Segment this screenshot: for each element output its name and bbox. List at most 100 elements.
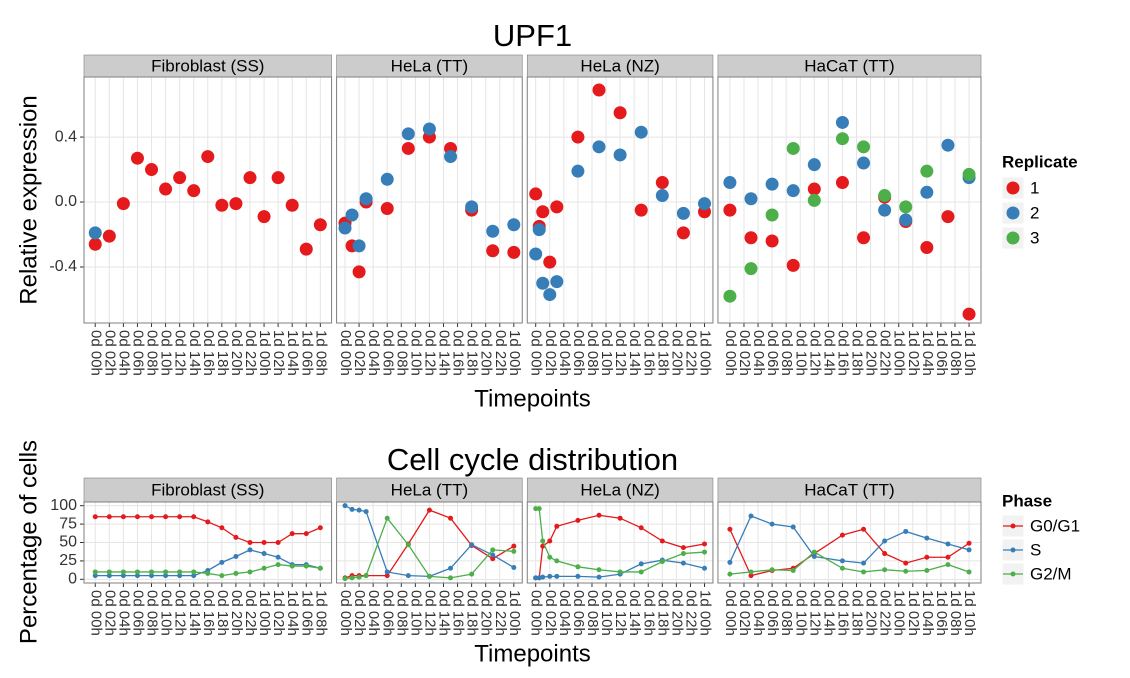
x-tick-label: 0d 18h — [849, 590, 866, 636]
strip-label: HeLa (NZ) — [580, 56, 659, 75]
data-point — [878, 189, 892, 203]
data-point — [903, 528, 909, 534]
data-point — [275, 540, 281, 545]
x-tick-label: 0d 02h — [736, 330, 753, 376]
x-tick-label: 0d 18h — [464, 330, 481, 376]
data-point — [275, 562, 281, 568]
x-tick-label: 0d 06h — [570, 590, 587, 636]
x-tick-label: 0d 12h — [172, 330, 189, 376]
data-point — [941, 138, 955, 152]
strip-label: HeLa (NZ) — [580, 480, 659, 499]
data-point — [426, 573, 432, 579]
data-point — [536, 205, 550, 219]
data-point — [748, 569, 754, 575]
data-point — [511, 543, 517, 549]
series-line — [729, 551, 970, 575]
chart-title: UPF1 — [493, 18, 572, 53]
panel-border — [83, 501, 333, 584]
x-tick-label: 0d 10h — [407, 590, 424, 636]
x-tick-label: 0d 04h — [365, 590, 382, 636]
x-tick-label: 0d 06h — [129, 590, 146, 636]
x-tick-label: 0d 00h — [528, 330, 545, 376]
x-tick-label: 0d 12h — [612, 590, 629, 636]
data-point — [345, 208, 359, 222]
data-point — [748, 573, 754, 579]
y-tick-label: 0.0 — [55, 193, 77, 210]
data-point — [655, 189, 669, 203]
x-tick-label: 0d 20h — [478, 590, 495, 636]
data-point — [303, 563, 309, 569]
data-point — [149, 569, 155, 575]
x-tick-label: 1d 06h — [933, 330, 950, 376]
data-point — [786, 258, 800, 272]
x-tick-label: 0d 12h — [421, 590, 438, 636]
data-point — [191, 514, 197, 520]
data-point — [338, 221, 352, 235]
data-point — [215, 198, 229, 212]
data-point — [680, 545, 686, 551]
data-point — [349, 575, 355, 581]
x-tick-label: 0d 16h — [450, 590, 467, 636]
x-tick-label: 1d 00h — [256, 590, 273, 636]
x-tick-label: 1d 10h — [961, 330, 978, 376]
x-tick-label: 0d 06h — [129, 330, 146, 376]
data-point — [680, 560, 686, 566]
legend-title: Phase — [1002, 491, 1052, 510]
data-point — [448, 565, 454, 571]
panel-border — [336, 501, 523, 584]
x-tick-label: 1d 06h — [298, 330, 315, 376]
x-tick-label: 0d 22h — [242, 590, 259, 636]
data-point — [219, 559, 225, 565]
data-point — [401, 141, 415, 155]
data-point — [275, 554, 281, 560]
data-point — [966, 540, 972, 546]
data-point — [490, 552, 496, 558]
y-tick-label: 50 — [59, 534, 77, 551]
x-tick-label: 0d 20h — [228, 590, 245, 636]
data-point — [92, 573, 98, 579]
x-tick-label: 1d 00h — [697, 330, 714, 376]
data-point — [92, 514, 98, 520]
y-tick-label: 0 — [68, 571, 77, 588]
data-point — [727, 526, 733, 532]
x-tick-label: 1d 00h — [506, 330, 523, 376]
data-point — [356, 574, 362, 580]
data-point — [575, 517, 581, 523]
data-point — [920, 240, 934, 254]
x-tick-label: 0d 02h — [542, 590, 559, 636]
data-point — [807, 193, 821, 207]
x-tick-label: 0d 08h — [393, 590, 410, 636]
data-point — [769, 567, 775, 573]
data-point — [444, 150, 458, 164]
x-tick-label: 1d 02h — [905, 590, 922, 636]
data-point — [120, 569, 126, 575]
data-point — [659, 538, 665, 544]
data-point — [511, 565, 517, 571]
data-point — [861, 560, 867, 566]
data-point — [596, 512, 602, 518]
x-tick-label: 0d 00h — [87, 590, 104, 636]
data-point — [163, 573, 169, 579]
data-point — [363, 509, 369, 515]
data-point — [839, 558, 845, 564]
data-point — [638, 569, 644, 575]
x-tick-label: 0d 20h — [863, 590, 880, 636]
data-point — [723, 203, 737, 217]
data-point — [962, 167, 976, 181]
data-point — [727, 571, 733, 577]
series-line — [729, 515, 970, 564]
x-tick-label: 1d 00h — [697, 590, 714, 636]
data-point — [744, 231, 758, 245]
data-point — [134, 569, 140, 575]
strip-label: HaCaT (TT) — [804, 480, 894, 499]
data-point — [765, 208, 779, 222]
data-point — [698, 197, 712, 211]
x-tick-label: 1d 04h — [919, 330, 936, 376]
x-tick-label: 0d 22h — [492, 590, 509, 636]
x-tick-label: 0d 10h — [792, 590, 809, 636]
x-tick-label: 0d 22h — [242, 330, 259, 376]
x-tick-label: 1d 08h — [947, 590, 964, 636]
series-line — [535, 514, 705, 579]
data-point — [247, 540, 253, 545]
data-point — [920, 164, 934, 178]
